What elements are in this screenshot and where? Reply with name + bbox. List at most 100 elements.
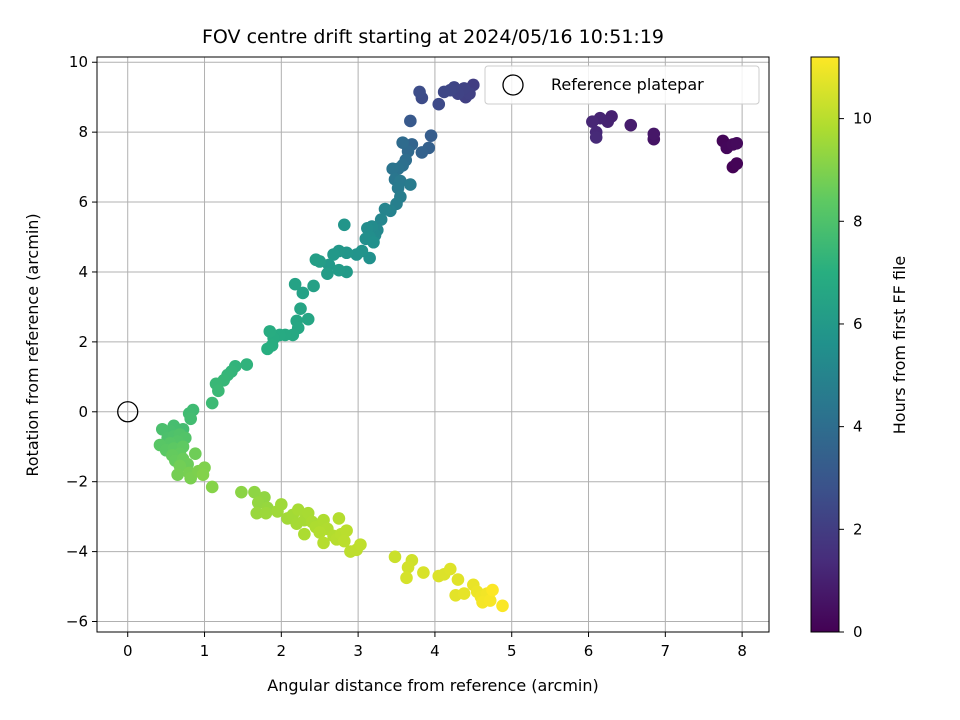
data-point: [189, 447, 202, 461]
data-point: [589, 131, 603, 144]
legend: Reference platepar: [484, 65, 760, 105]
x-axis-ticks: 0 1 2 3 4 5 6 7 8: [123, 632, 747, 660]
x-tick-label: 4: [430, 642, 440, 660]
colorbar-ticks: 0 2 4 6 8 10: [839, 110, 872, 641]
colorbar: [810, 56, 840, 633]
data-point: [647, 127, 661, 141]
data-point: [340, 524, 353, 537]
colorbar-tick-label: 0: [853, 623, 863, 641]
data-point: [415, 146, 429, 159]
y-tick-label: 6: [78, 193, 88, 211]
data-point: [432, 97, 446, 111]
x-tick-label: 3: [353, 642, 363, 660]
y-tick-label: −4: [66, 543, 88, 561]
data-point: [205, 480, 219, 494]
data-point: [248, 485, 261, 499]
data-point: [624, 118, 638, 132]
data-point: [212, 384, 225, 398]
data-point: [424, 129, 438, 142]
data-point: [730, 137, 744, 150]
data-point: [404, 178, 417, 191]
data-point: [374, 213, 388, 226]
data-point: [586, 115, 599, 128]
x-tick-label: 8: [737, 642, 747, 660]
data-point: [327, 248, 340, 261]
y-tick-label: −6: [66, 613, 88, 631]
colorbar-tick-label: 10: [853, 110, 872, 128]
data-point: [291, 503, 305, 516]
data-point: [337, 534, 351, 548]
data-point: [298, 527, 311, 541]
legend-box: [484, 65, 760, 105]
data-point: [496, 599, 509, 613]
data-point: [332, 512, 346, 525]
data-point: [317, 536, 330, 550]
colorbar-tick-label: 6: [853, 315, 863, 333]
y-tick-label: 10: [69, 53, 88, 71]
y-tick-label: 0: [78, 403, 88, 421]
data-point: [263, 325, 277, 338]
x-tick-label: 7: [661, 642, 671, 660]
legend-marker: [502, 74, 524, 96]
reference-platepar-marker: [117, 401, 139, 423]
x-tick-label: 1: [200, 642, 210, 660]
data-point: [483, 594, 497, 607]
plot-frame: [96, 56, 770, 633]
colorbar-tick-label: 8: [853, 212, 863, 230]
data-point: [367, 235, 380, 249]
data-point: [457, 587, 471, 600]
y-axis-label: Rotation from reference (arcmin): [23, 213, 42, 476]
data-point: [240, 358, 254, 371]
data-point: [437, 85, 451, 99]
data-point: [443, 562, 457, 576]
data-point: [404, 114, 417, 128]
data-point: [251, 496, 265, 509]
x-tick-label: 0: [123, 642, 133, 660]
data-point: [307, 279, 320, 293]
data-point: [321, 267, 334, 281]
data-point: [296, 286, 310, 300]
data-point: [413, 85, 426, 99]
y-tick-label: 4: [78, 263, 88, 281]
y-tick-label: 8: [78, 123, 88, 141]
colorbar-label: Hours from first FF file: [890, 256, 909, 435]
data-point: [332, 263, 346, 277]
data-point: [417, 566, 430, 579]
x-axis-label: Angular distance from reference (arcmin): [267, 676, 598, 695]
data-point: [196, 468, 210, 482]
data-points: [153, 78, 744, 613]
chart-title: FOV centre drift starting at 2024/05/16 …: [202, 26, 664, 48]
data-point: [294, 302, 307, 315]
x-tick-label: 6: [584, 642, 594, 660]
y-axis-ticks: −6 −4 −2 0 2 4 6 8 10: [66, 53, 97, 631]
data-point: [354, 538, 367, 551]
data-point: [288, 277, 302, 291]
colorbar-tick-label: 2: [853, 520, 863, 538]
data-point: [350, 248, 363, 261]
data-point: [388, 550, 402, 564]
data-point: [486, 583, 499, 597]
data-point: [184, 412, 197, 426]
data-point: [378, 202, 392, 216]
data-point: [401, 561, 415, 574]
data-point: [309, 253, 323, 267]
data-point: [205, 396, 219, 410]
data-point: [400, 571, 413, 585]
data-point: [396, 136, 409, 149]
data-point: [250, 506, 264, 520]
data-point: [301, 312, 315, 326]
data-point: [235, 485, 248, 499]
x-tick-label: 5: [507, 642, 517, 660]
data-point: [386, 162, 399, 176]
data-point: [337, 218, 351, 232]
data-point: [259, 506, 273, 520]
data-point: [275, 498, 288, 511]
x-tick-label: 2: [277, 642, 287, 660]
y-tick-label: −2: [66, 473, 88, 491]
y-tick-label: 2: [78, 333, 88, 351]
data-point: [730, 157, 744, 170]
data-point: [313, 526, 327, 539]
data-point: [261, 342, 274, 356]
colorbar-tick-label: 4: [853, 418, 863, 436]
